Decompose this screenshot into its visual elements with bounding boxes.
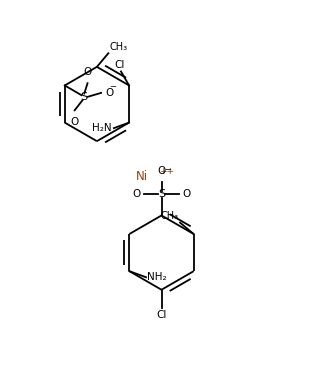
Text: CH₃: CH₃ — [110, 42, 128, 52]
Text: H₂N: H₂N — [92, 123, 111, 133]
Text: −: − — [164, 165, 172, 174]
Text: Ni: Ni — [136, 170, 148, 183]
Text: S: S — [81, 92, 88, 102]
Text: O: O — [132, 190, 140, 199]
Text: O: O — [70, 117, 79, 127]
Text: ++: ++ — [159, 167, 174, 176]
Text: O: O — [157, 166, 166, 176]
Text: S: S — [158, 190, 165, 199]
Text: Cl: Cl — [156, 310, 167, 320]
Text: O: O — [183, 190, 191, 199]
Text: O: O — [105, 88, 113, 98]
Text: Cl: Cl — [115, 60, 125, 70]
Text: O: O — [83, 67, 92, 77]
Text: NH₂: NH₂ — [147, 272, 167, 282]
Text: −: − — [109, 83, 116, 92]
Text: CH₃: CH₃ — [160, 211, 178, 221]
